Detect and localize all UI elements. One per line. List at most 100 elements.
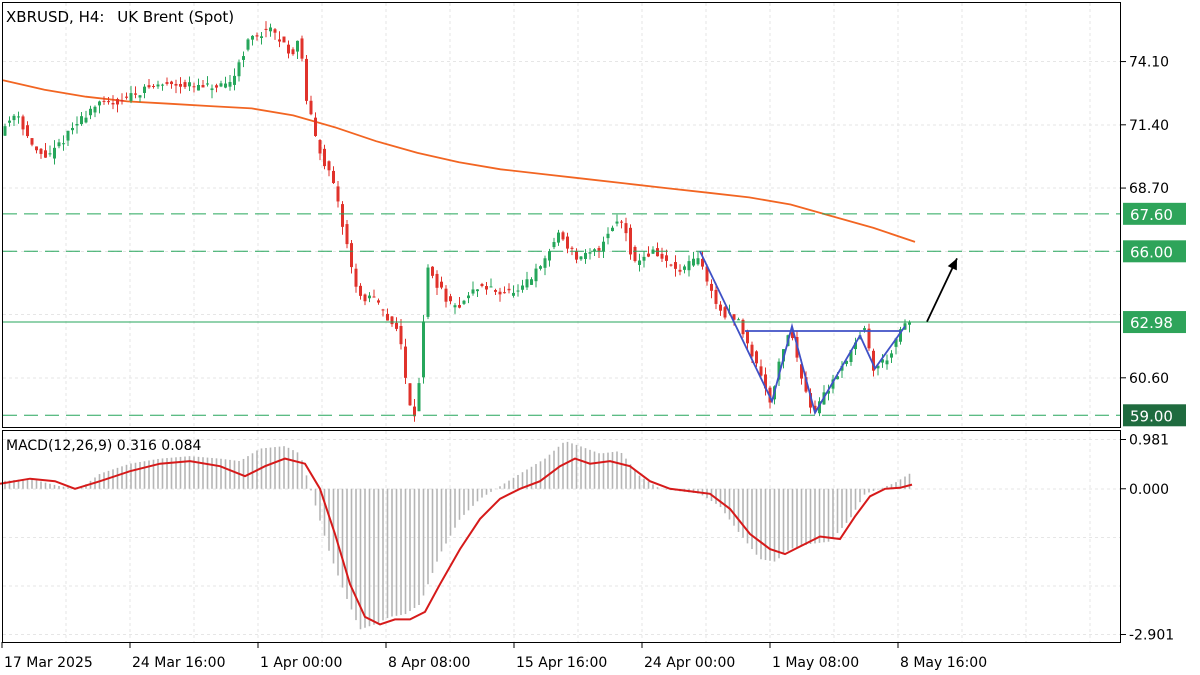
candle[interactable] xyxy=(156,80,160,89)
candle[interactable] xyxy=(147,78,151,89)
candle[interactable] xyxy=(579,256,583,261)
candle[interactable] xyxy=(404,338,407,384)
candle[interactable] xyxy=(516,284,520,297)
candle[interactable] xyxy=(237,59,241,82)
candle[interactable] xyxy=(341,201,344,235)
candle[interactable] xyxy=(188,76,191,91)
candle[interactable] xyxy=(17,111,20,124)
candle[interactable] xyxy=(305,55,308,105)
candle[interactable] xyxy=(300,35,304,62)
candle[interactable] xyxy=(80,112,83,126)
candle[interactable] xyxy=(764,367,767,396)
candle[interactable] xyxy=(876,365,880,376)
candle[interactable] xyxy=(408,383,412,406)
candle[interactable] xyxy=(381,308,385,317)
candle[interactable] xyxy=(899,326,902,345)
candle[interactable] xyxy=(413,398,416,422)
candle[interactable] xyxy=(89,105,92,120)
candle[interactable] xyxy=(633,245,637,263)
candle[interactable] xyxy=(453,303,457,314)
candle[interactable] xyxy=(134,86,137,99)
candle[interactable] xyxy=(242,51,245,68)
candle[interactable] xyxy=(161,83,164,91)
candle[interactable] xyxy=(327,160,331,177)
candle[interactable] xyxy=(66,130,70,147)
candle[interactable] xyxy=(386,308,389,321)
candle[interactable] xyxy=(44,142,47,158)
candle[interactable] xyxy=(422,315,425,384)
candle[interactable] xyxy=(323,144,326,170)
candle[interactable] xyxy=(723,305,727,320)
candle[interactable] xyxy=(831,374,835,394)
candle[interactable] xyxy=(183,79,187,89)
candle[interactable] xyxy=(26,121,29,139)
candle[interactable] xyxy=(557,229,560,246)
candle[interactable] xyxy=(714,282,718,310)
candle[interactable] xyxy=(62,135,65,151)
candle[interactable] xyxy=(696,251,700,266)
candle[interactable] xyxy=(93,105,97,118)
candle[interactable] xyxy=(593,248,596,256)
projection-arrow[interactable] xyxy=(926,257,958,322)
candle[interactable] xyxy=(665,249,668,268)
candle[interactable] xyxy=(755,350,758,367)
candle[interactable] xyxy=(296,40,299,59)
candle[interactable] xyxy=(602,236,605,259)
candle[interactable] xyxy=(597,245,601,259)
candle[interactable] xyxy=(309,95,313,116)
candle[interactable] xyxy=(314,112,317,137)
candle[interactable] xyxy=(669,263,673,267)
candle[interactable] xyxy=(629,224,632,260)
candle[interactable] xyxy=(71,122,74,135)
price-panel[interactable] xyxy=(2,21,1120,422)
candle[interactable] xyxy=(534,263,538,288)
candle[interactable] xyxy=(449,293,452,305)
candle[interactable] xyxy=(737,317,740,321)
candle[interactable] xyxy=(525,271,529,291)
candle[interactable] xyxy=(476,289,479,298)
candle[interactable] xyxy=(678,264,682,276)
candle[interactable] xyxy=(269,23,272,37)
candle[interactable] xyxy=(759,359,763,379)
candle[interactable] xyxy=(467,292,470,304)
candle[interactable] xyxy=(827,384,830,401)
candle[interactable] xyxy=(606,227,610,245)
candle[interactable] xyxy=(854,337,857,356)
candle[interactable] xyxy=(30,138,34,147)
candle[interactable] xyxy=(440,276,443,290)
candle[interactable] xyxy=(332,166,335,184)
candle[interactable] xyxy=(3,123,7,137)
candle[interactable] xyxy=(642,251,646,268)
candle[interactable] xyxy=(611,225,614,232)
candle[interactable] xyxy=(125,92,128,100)
candle[interactable] xyxy=(512,285,515,298)
candle[interactable] xyxy=(687,255,691,277)
candle[interactable] xyxy=(885,354,889,370)
candle[interactable] xyxy=(431,266,434,279)
candle[interactable] xyxy=(561,230,565,241)
candle[interactable] xyxy=(588,248,592,260)
candle[interactable] xyxy=(152,83,155,89)
pattern-line[interactable] xyxy=(699,250,906,416)
candle[interactable] xyxy=(57,138,61,149)
candle[interactable] xyxy=(39,148,43,159)
candle[interactable] xyxy=(746,329,749,349)
candle[interactable] xyxy=(21,114,25,136)
candle[interactable] xyxy=(179,77,182,94)
candle[interactable] xyxy=(651,246,655,255)
candle[interactable] xyxy=(273,28,277,40)
candle[interactable] xyxy=(12,114,16,126)
candle[interactable] xyxy=(539,265,542,271)
candle[interactable] xyxy=(638,253,641,272)
candle[interactable] xyxy=(264,21,268,38)
candle[interactable] xyxy=(201,79,205,88)
candle[interactable] xyxy=(521,279,524,293)
candle[interactable] xyxy=(530,277,533,286)
candle[interactable] xyxy=(138,94,142,103)
candle[interactable] xyxy=(206,76,209,87)
candle[interactable] xyxy=(845,360,848,367)
candle[interactable] xyxy=(336,181,340,208)
candle[interactable] xyxy=(710,279,713,299)
candle[interactable] xyxy=(660,247,664,263)
candle[interactable] xyxy=(359,283,362,300)
